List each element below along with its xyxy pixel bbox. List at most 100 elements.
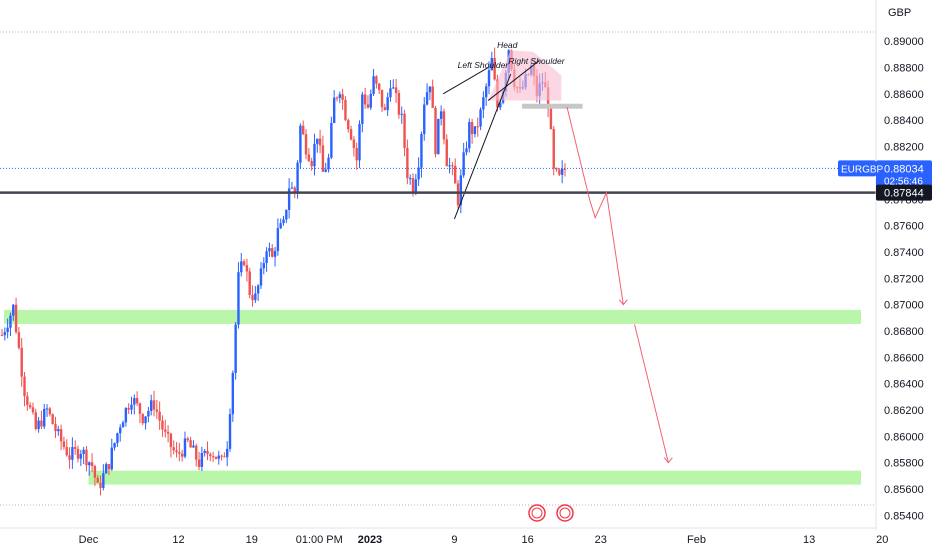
candle-body	[439, 111, 443, 119]
candle-body	[366, 104, 370, 108]
candle-body	[420, 134, 423, 168]
candle-body	[355, 147, 358, 161]
candle-body	[310, 160, 313, 167]
candle-body	[372, 76, 375, 94]
candle-body	[400, 113, 403, 115]
candle-body	[31, 407, 35, 413]
candle-body	[321, 145, 325, 172]
candle-body	[226, 448, 229, 458]
candle-body	[242, 261, 246, 266]
candle-body	[186, 438, 189, 441]
price-tick: 0.86800	[884, 326, 924, 338]
candle-body	[124, 408, 128, 423]
candle-body	[499, 102, 502, 108]
candle-body	[76, 448, 80, 459]
candle-body	[473, 126, 477, 135]
candle-body	[456, 183, 460, 206]
time-tick: 13	[803, 534, 815, 546]
price-tick: 0.88200	[884, 142, 924, 154]
candle-body	[392, 87, 395, 89]
candle-body	[268, 248, 271, 252]
projection-arrowhead	[618, 299, 628, 306]
candle-body	[45, 408, 49, 410]
projection-arrowhead-2	[663, 457, 673, 464]
candle-body	[71, 447, 74, 460]
candle-body	[445, 139, 448, 167]
candle-body	[479, 109, 482, 127]
candle-body	[26, 396, 29, 406]
candle-body	[99, 482, 102, 488]
candle-body	[0, 334, 4, 336]
candle-body	[347, 120, 350, 130]
price-tick: 0.86600	[884, 352, 924, 364]
candle-body	[248, 271, 251, 296]
candle-body	[408, 178, 412, 180]
candle-body	[251, 295, 254, 301]
candle-body	[183, 438, 187, 457]
time-tick: 9	[451, 534, 457, 546]
candle-body	[127, 408, 130, 410]
projection-path	[566, 106, 624, 305]
candle-body	[276, 228, 280, 252]
candle-body	[12, 304, 15, 316]
candle-body	[20, 347, 23, 377]
price-tick: 0.86400	[884, 379, 924, 391]
candle-body	[431, 86, 434, 108]
candle-body	[34, 412, 37, 430]
candle-body	[403, 113, 406, 148]
candle-body	[482, 97, 485, 110]
candle-body	[302, 125, 305, 135]
event-flag-icon-inner-2	[559, 507, 571, 519]
price-tick: 0.88400	[884, 115, 924, 127]
candle-body	[152, 400, 156, 410]
annotation-1: Head	[497, 40, 518, 50]
candle-body	[121, 422, 125, 428]
demand-zone-1	[4, 309, 861, 324]
candle-body	[155, 409, 159, 412]
candle-body	[40, 420, 43, 427]
candle-body	[96, 477, 99, 483]
candle-body	[62, 441, 66, 448]
candle-body	[245, 265, 249, 272]
candle-body	[85, 449, 88, 466]
candle-body	[9, 315, 12, 328]
candle-body	[378, 83, 381, 90]
candle-body	[318, 138, 322, 146]
price-tick: 0.87600	[884, 221, 924, 233]
candle-body	[352, 139, 356, 148]
candle-body	[271, 248, 274, 257]
candle-body	[330, 122, 333, 158]
candle-body	[437, 118, 440, 155]
candle-body	[57, 429, 60, 432]
candle-body	[465, 148, 468, 153]
candle-body	[265, 251, 268, 264]
pattern-line-1	[442, 67, 489, 95]
candle-body	[324, 169, 327, 172]
time-tick: 2023	[358, 534, 382, 546]
candle-body	[149, 400, 153, 411]
candle-body	[107, 464, 111, 470]
candle-body	[560, 168, 564, 175]
event-flag-icon-inner-1	[531, 507, 543, 519]
candle-body	[169, 433, 173, 448]
price-tick: 0.86000	[884, 431, 924, 443]
candle-body	[192, 445, 195, 448]
candle-body	[138, 403, 142, 414]
candle-body	[338, 94, 341, 98]
candle-body	[82, 449, 85, 455]
price-tick: 0.85400	[884, 510, 924, 522]
candle-body	[43, 408, 46, 427]
candle-body	[54, 423, 57, 432]
drawings: Head Left Shoulder Right Shoulder	[0, 40, 876, 522]
candle-body	[549, 106, 553, 130]
candle-body	[166, 431, 170, 434]
candle-body	[178, 452, 181, 454]
candle-body	[361, 94, 364, 125]
candle-body	[411, 178, 415, 193]
price-tick: 0.86200	[884, 405, 924, 417]
candle-body	[158, 411, 161, 421]
candle-body	[341, 94, 344, 100]
candle-body	[130, 404, 133, 410]
